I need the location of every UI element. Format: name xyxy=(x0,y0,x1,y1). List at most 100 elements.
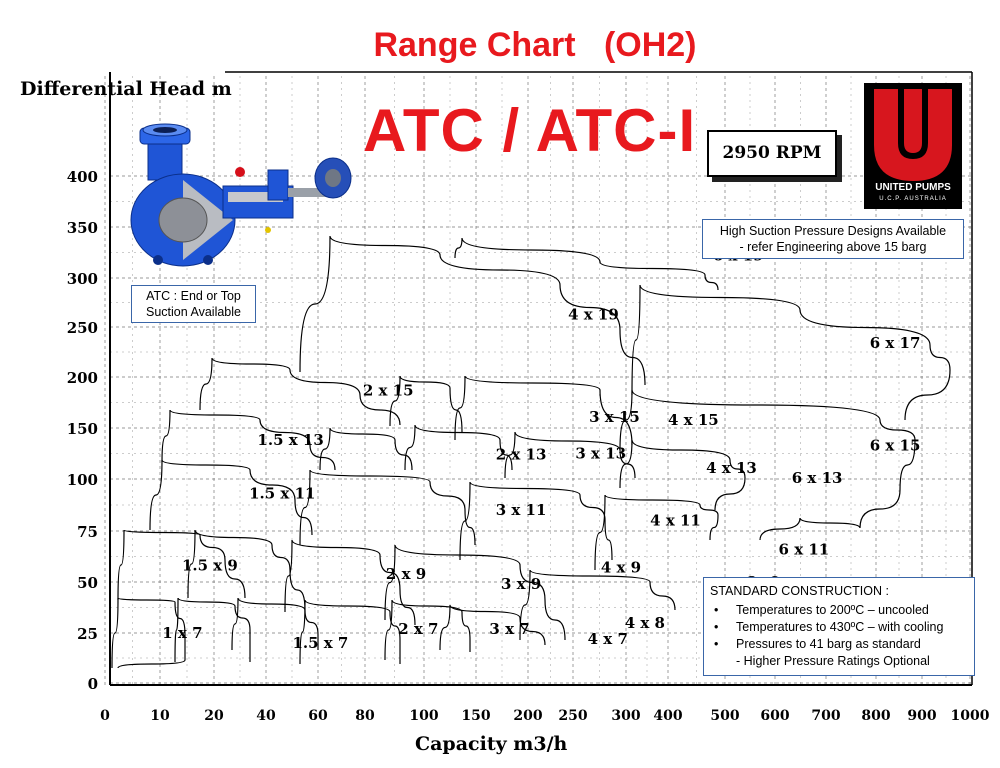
performance-curves xyxy=(111,235,951,669)
pump-illustration xyxy=(130,123,352,267)
envelope-curve-4x11 xyxy=(459,481,613,561)
y-tick-label: 25 xyxy=(77,625,98,643)
envelope-curve-4x8 xyxy=(439,604,546,651)
pump-size-label: 4 x 13 xyxy=(706,459,757,477)
envelope-curve-6x9 xyxy=(519,569,676,641)
atc-suction-note: ATC : End or Top Suction Available xyxy=(131,285,256,323)
pump-size-label: 4 x 19 xyxy=(568,305,619,323)
pump-size-label: 2 x 13 xyxy=(496,446,547,464)
model-title: ATC / ATC-I xyxy=(363,97,697,164)
y-tick-label: 400 xyxy=(67,168,98,186)
pump-size-label: 4 x 11 xyxy=(650,512,701,530)
pump-size-label: 6 x 15 xyxy=(870,436,921,454)
x-axis-label: Capacity m3/h xyxy=(415,733,568,755)
envelope-curve-2x13 xyxy=(319,427,413,471)
logo-name: UNITED PUMPS xyxy=(875,182,951,193)
x-tick-label: 40 xyxy=(256,708,276,724)
y-tick-label: 250 xyxy=(67,319,98,337)
x-tick-label: 800 xyxy=(861,708,890,724)
x-tick-label: 400 xyxy=(653,708,682,724)
x-tick-label: 60 xyxy=(308,708,328,724)
pump-size-label: 3 x 7 xyxy=(489,620,529,638)
pump-size-label: 4 x 8 xyxy=(625,614,665,632)
pump-size-label: 3 x 13 xyxy=(575,445,626,463)
std-item: Temperatures to 430ºC – with cooling xyxy=(710,619,968,636)
rpm-badge: 2950 RPM xyxy=(707,130,837,177)
std-item: - Higher Pressure Ratings Optional xyxy=(736,654,930,668)
y-tick-label: 150 xyxy=(67,420,98,438)
pump-size-label: 4 x 7 xyxy=(588,630,628,648)
envelope-curve-1.5x13 xyxy=(161,409,336,471)
pump-size-label: 1 x 7 xyxy=(162,624,202,642)
envelope-curve-6x11 xyxy=(594,494,719,571)
united-pumps-logo xyxy=(864,83,962,209)
high-suction-line-2: - refer Engineering above 15 barg xyxy=(739,240,927,254)
envelope-curve-3x13 xyxy=(404,424,513,471)
pump-size-label: 1.5 x 11 xyxy=(249,485,315,503)
std-title: STANDARD CONSTRUCTION : xyxy=(710,584,889,598)
pump-size-label: 6 x 13 xyxy=(792,469,843,487)
std-list: Temperatures to 200ºC – uncooled Tempera… xyxy=(710,602,968,670)
pump-size-label: 3 x 15 xyxy=(589,408,640,426)
pump-size-label: 4 x 15 xyxy=(668,411,719,429)
high-suction-line-1: High Suction Pressure Designs Available xyxy=(719,224,947,238)
logo-subtitle: U.C.P. AUSTRALIA xyxy=(879,196,947,202)
atc-note-line-1: ATC : End or Top xyxy=(146,289,241,303)
x-tick-label: 1000 xyxy=(951,708,990,724)
atc-note-line-2: Suction Available xyxy=(146,305,241,319)
pump-size-label: 2 x 9 xyxy=(386,565,426,583)
high-suction-note: High Suction Pressure Designs Available … xyxy=(702,219,964,259)
envelope-curve-3x11 xyxy=(299,469,476,546)
envelope-curve-4x15 xyxy=(454,375,633,446)
envelope-curve-4x7 xyxy=(384,599,471,661)
y-tick-label: 0 xyxy=(88,675,98,693)
pump-size-label: 2 x 7 xyxy=(398,620,438,638)
x-tick-label: 20 xyxy=(204,708,224,724)
envelope-curve-3x7 xyxy=(299,599,401,665)
envelope-curve-1.5x11 xyxy=(149,459,313,536)
envelope-curve-1.5x7 xyxy=(174,597,251,663)
x-tick-label: 300 xyxy=(611,708,640,724)
x-tick-label: 80 xyxy=(355,708,375,724)
y-tick-label: 100 xyxy=(67,471,98,489)
envelope-curve-6x15 xyxy=(619,389,916,541)
pump-size-label: 1.5 x 9 xyxy=(182,557,238,575)
pump-size-label: 6 x 17 xyxy=(870,334,921,352)
y-tick-label: 350 xyxy=(67,219,98,237)
pump-size-label: 1.5 x 7 xyxy=(292,634,348,652)
x-tick-label: 500 xyxy=(710,708,739,724)
x-tick-label: 250 xyxy=(558,708,587,724)
envelope-curve-3x9 xyxy=(284,539,416,626)
y-axis-label: Differential Head m xyxy=(20,78,232,100)
envelope-curve-1.5x9 xyxy=(117,529,246,601)
standard-construction-box: STANDARD CONSTRUCTION : Temperatures to … xyxy=(703,577,975,676)
envelope-curve-4x19 xyxy=(299,235,646,386)
pump-size-label: 1.5 x 13 xyxy=(257,431,323,449)
envelope-curve-1x7 xyxy=(111,597,186,669)
envelope-curve-6x17 xyxy=(631,284,951,421)
envelope-curve-6x19 xyxy=(454,237,719,291)
pump-size-label: 6 x 11 xyxy=(779,540,830,558)
envelope-curve-4x9 xyxy=(384,544,566,641)
x-tick-label: 0 xyxy=(100,708,110,724)
envelope-curve-3x15 xyxy=(389,375,463,433)
chart-title: Range Chart (OH2) xyxy=(373,26,697,64)
axis-ticks: 0 25 50 75 100 150 200 250 300 350 400 0 10 20 40 60 80 1… xyxy=(67,168,990,724)
x-tick-label: 100 xyxy=(409,708,438,724)
envelope-curve-6x13 xyxy=(619,439,746,511)
pump-size-label: 3 x 11 xyxy=(496,501,547,519)
y-tick-label: 50 xyxy=(77,574,98,592)
x-tick-label: 10 xyxy=(150,708,170,724)
std-item: Pressures to 41 barg as standard xyxy=(710,636,968,653)
x-tick-label: 900 xyxy=(907,708,936,724)
pump-size-label: 3 x 9 xyxy=(501,575,541,593)
envelope-curve-2x15 xyxy=(199,357,401,426)
pump-size-label: 4 x 9 xyxy=(601,559,641,577)
std-item: Temperatures to 200ºC – uncooled xyxy=(710,602,968,619)
x-tick-label: 150 xyxy=(461,708,490,724)
y-tick-label: 75 xyxy=(77,523,98,541)
x-tick-label: 200 xyxy=(513,708,542,724)
envelope-curve-2x9 xyxy=(187,529,306,611)
x-tick-label: 600 xyxy=(760,708,789,724)
x-tick-label: 700 xyxy=(811,708,840,724)
